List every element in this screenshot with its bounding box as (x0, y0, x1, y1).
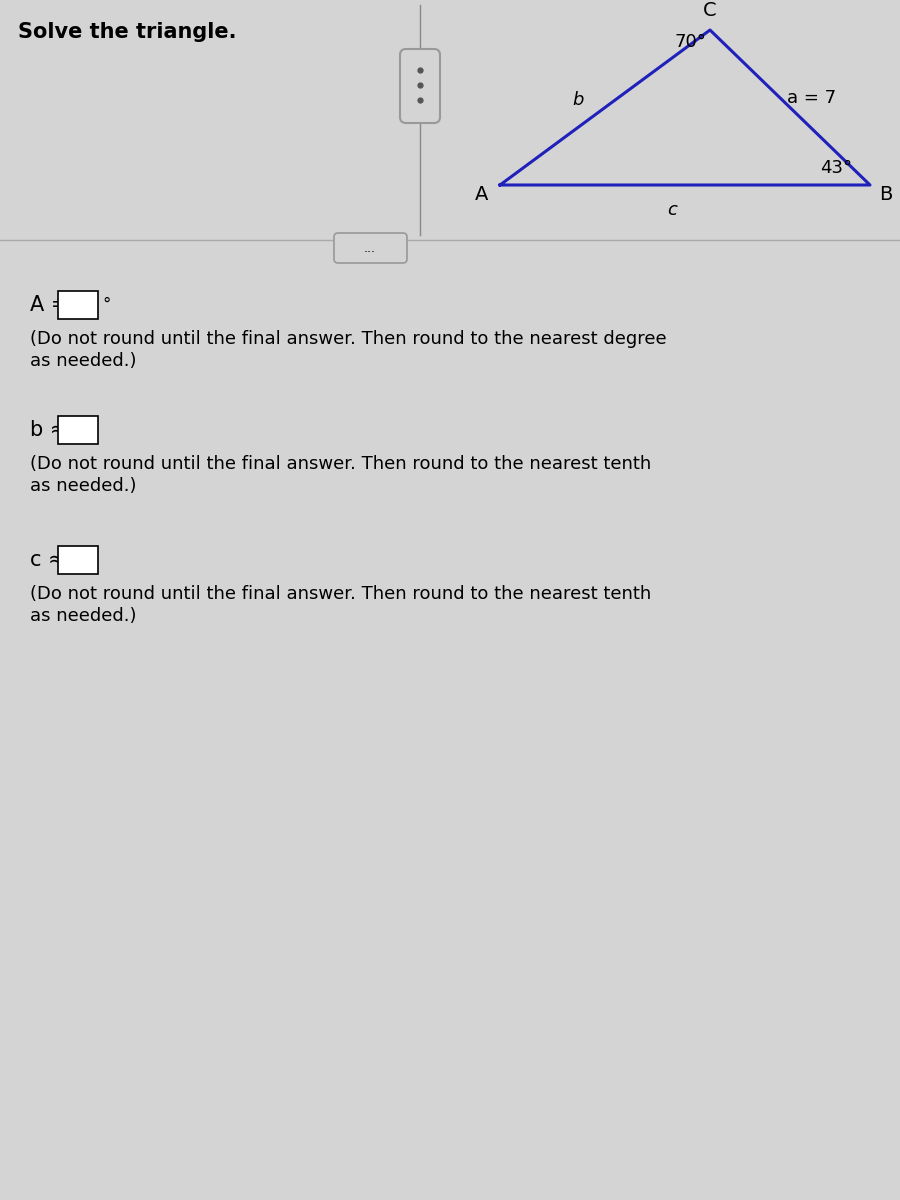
Text: (Do not round until the final answer. Then round to the nearest tenth: (Do not round until the final answer. Th… (30, 584, 652, 602)
FancyBboxPatch shape (58, 546, 98, 574)
Text: C: C (703, 0, 716, 19)
Text: ...: ... (364, 241, 376, 254)
FancyBboxPatch shape (334, 233, 407, 263)
Text: A: A (475, 186, 489, 204)
FancyBboxPatch shape (58, 290, 98, 319)
Text: b: b (572, 91, 584, 109)
Text: c ≈: c ≈ (30, 550, 66, 570)
Text: as needed.): as needed.) (30, 476, 137, 494)
FancyBboxPatch shape (400, 49, 440, 122)
Text: A =: A = (30, 295, 68, 314)
Text: B: B (879, 186, 893, 204)
Text: as needed.): as needed.) (30, 352, 137, 370)
Text: 43°: 43° (820, 158, 852, 176)
Text: b ≈: b ≈ (30, 420, 68, 440)
Text: (Do not round until the final answer. Then round to the nearest degree: (Do not round until the final answer. Th… (30, 330, 667, 348)
Text: °: ° (102, 296, 111, 314)
Text: Solve the triangle.: Solve the triangle. (18, 22, 237, 42)
FancyBboxPatch shape (58, 416, 98, 444)
Text: c: c (667, 200, 677, 218)
Text: (Do not round until the final answer. Then round to the nearest tenth: (Do not round until the final answer. Th… (30, 455, 652, 473)
Text: as needed.): as needed.) (30, 607, 137, 625)
Text: 70°: 70° (674, 32, 706, 50)
Text: a = 7: a = 7 (788, 89, 837, 107)
